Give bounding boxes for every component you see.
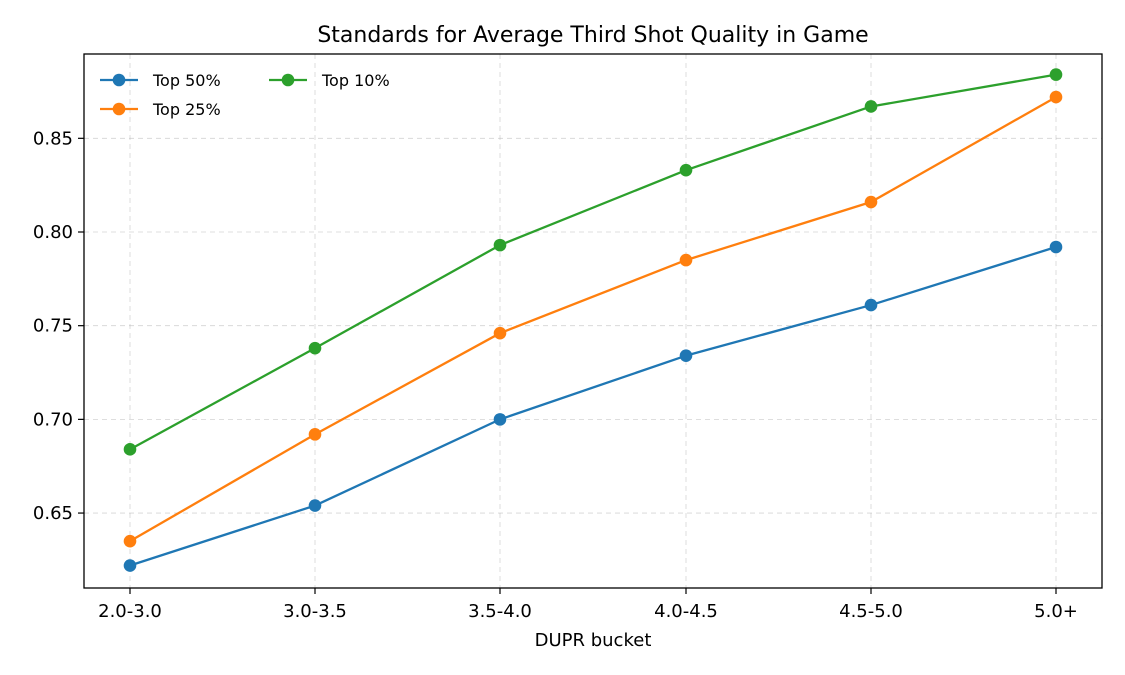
data-point	[308, 428, 322, 441]
data-point	[123, 443, 137, 456]
legend-item: Top 50%	[100, 71, 221, 90]
x-tick-label: 5.0+	[1034, 601, 1078, 622]
legend-label: Top 25%	[152, 100, 221, 119]
data-point	[679, 349, 693, 362]
data-point	[679, 163, 693, 177]
data-point	[308, 499, 322, 512]
legend: Top 50% Top 25% Top 10%	[100, 71, 390, 119]
legend-swatch-marker	[112, 102, 126, 116]
plot-frame	[83, 53, 1103, 589]
data-point	[123, 534, 137, 548]
legend-label: Top 10%	[321, 71, 390, 90]
data-point	[493, 238, 507, 252]
data-point	[1049, 68, 1063, 81]
series-layer	[123, 68, 1063, 572]
data-point	[493, 413, 507, 426]
legend-swatch-marker	[281, 73, 295, 87]
data-point	[679, 253, 693, 267]
legend-item: Top 25%	[100, 100, 221, 119]
data-point	[1049, 240, 1063, 254]
legend-label: Top 50%	[152, 71, 221, 90]
data-point	[864, 298, 878, 312]
series-line	[129, 73, 1057, 451]
y-tick-label: 0.65	[33, 503, 73, 524]
x-tick-label: 4.0-4.5	[654, 601, 718, 622]
data-point	[864, 100, 878, 113]
grid-layer	[84, 54, 1102, 588]
legend-swatch-marker	[112, 73, 126, 87]
y-axis: 0.65 0.70 0.75 0.80 0.85	[33, 128, 84, 524]
data-point	[123, 559, 137, 572]
series-line	[129, 96, 1057, 543]
x-tick-label: 4.5-5.0	[839, 601, 903, 622]
data-point	[493, 326, 507, 340]
series-top-10	[123, 68, 1063, 456]
x-tick-label: 2.0-3.0	[98, 601, 162, 622]
y-tick-label: 0.85	[33, 128, 73, 149]
x-tick-label: 3.0-3.5	[283, 601, 347, 622]
legend-item: Top 10%	[269, 71, 390, 90]
data-point	[864, 195, 878, 209]
x-axis-title: DUPR bucket	[535, 630, 652, 651]
y-tick-label: 0.75	[33, 316, 73, 337]
series-top-50	[123, 240, 1063, 572]
x-axis: 2.0-3.0 3.0-3.5 3.5-4.0 4.0-4.5 4.5-5.0 5.0+	[98, 588, 1078, 622]
data-point	[308, 341, 322, 355]
y-tick-label: 0.70	[33, 409, 73, 430]
series-top-25	[123, 90, 1063, 548]
y-tick-label: 0.80	[33, 222, 73, 243]
x-tick-label: 3.5-4.0	[468, 601, 532, 622]
chart-title: Standards for Average Third Shot Quality…	[317, 23, 868, 48]
data-point	[1049, 90, 1063, 104]
series-line	[129, 245, 1057, 567]
